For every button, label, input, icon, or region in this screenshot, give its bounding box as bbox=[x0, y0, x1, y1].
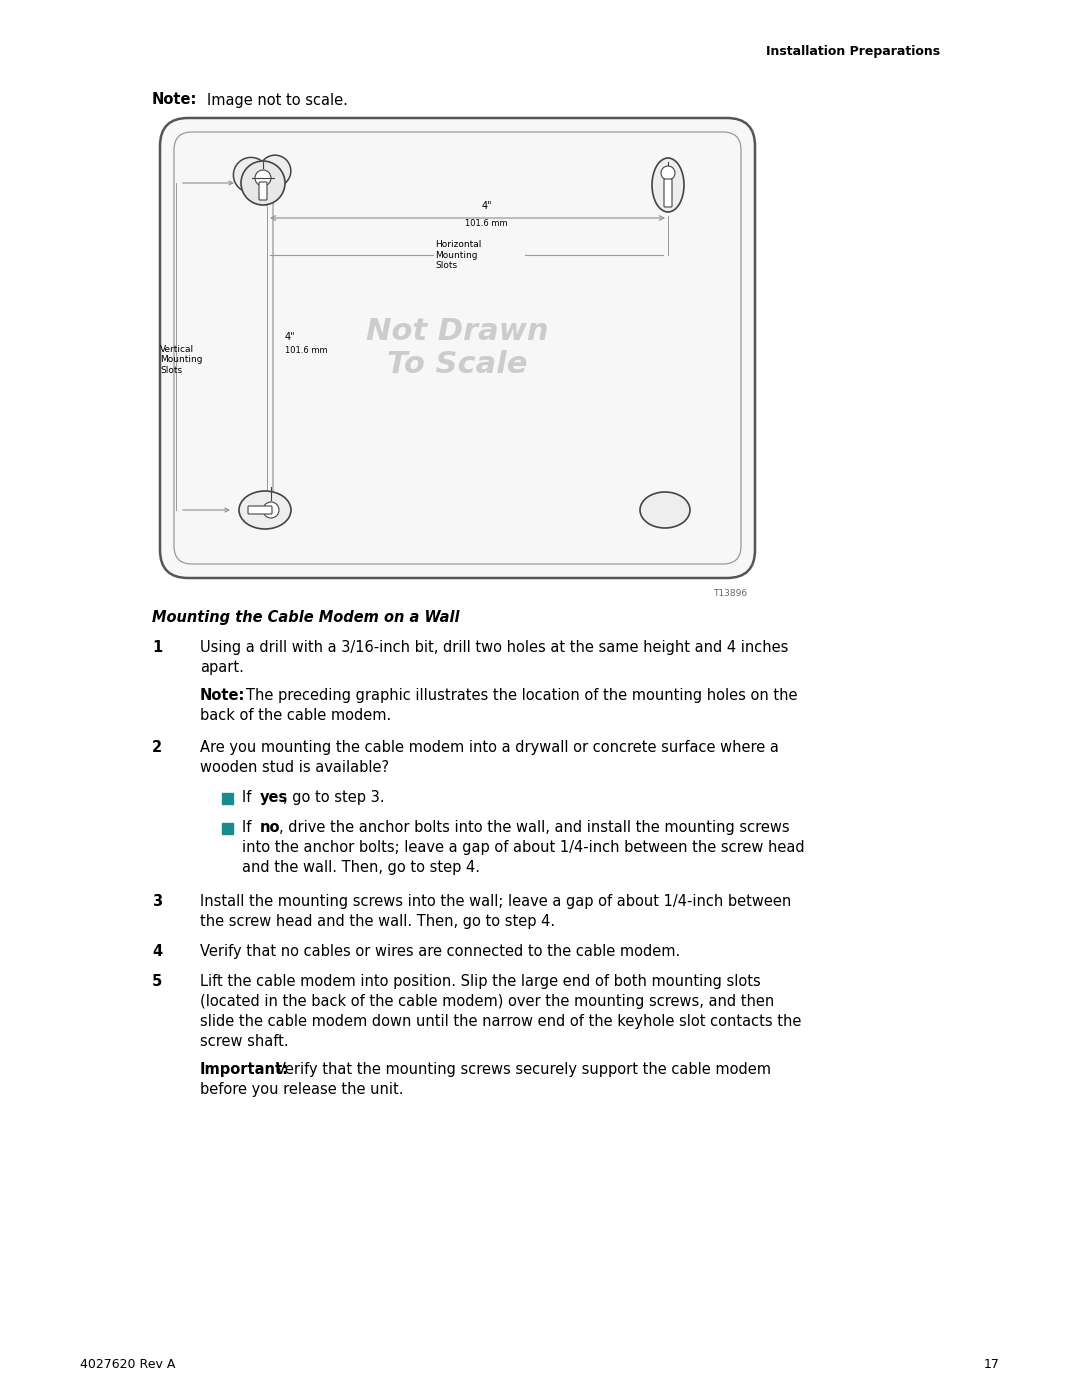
Text: slide the cable modem down until the narrow end of the keyhole slot contacts the: slide the cable modem down until the nar… bbox=[200, 1014, 801, 1030]
Text: Install the mounting screws into the wall; leave a gap of about 1/4-inch between: Install the mounting screws into the wal… bbox=[200, 894, 792, 909]
Text: wooden stud is available?: wooden stud is available? bbox=[200, 760, 389, 775]
Text: Horizontal
Mounting
Slots: Horizontal Mounting Slots bbox=[435, 240, 482, 270]
FancyBboxPatch shape bbox=[259, 182, 267, 200]
FancyBboxPatch shape bbox=[664, 179, 672, 207]
Text: 1: 1 bbox=[152, 640, 162, 655]
Text: The preceding graphic illustrates the location of the mounting holes on the: The preceding graphic illustrates the lo… bbox=[246, 687, 797, 703]
Text: 3: 3 bbox=[152, 894, 162, 909]
Circle shape bbox=[255, 170, 271, 186]
Ellipse shape bbox=[239, 490, 291, 529]
Text: Vertical
Mounting
Slots: Vertical Mounting Slots bbox=[160, 345, 203, 374]
Text: Verify that the mounting screws securely support the cable modem: Verify that the mounting screws securely… bbox=[276, 1062, 771, 1077]
Circle shape bbox=[259, 155, 291, 187]
Text: If: If bbox=[242, 820, 256, 835]
Text: before you release the unit.: before you release the unit. bbox=[200, 1083, 404, 1097]
Text: Installation Preparations: Installation Preparations bbox=[766, 46, 940, 59]
Circle shape bbox=[661, 166, 675, 180]
Text: 4: 4 bbox=[152, 944, 162, 958]
Text: back of the cable modem.: back of the cable modem. bbox=[200, 708, 391, 724]
Text: Note:: Note: bbox=[152, 92, 198, 108]
Circle shape bbox=[233, 158, 269, 193]
Text: Note:: Note: bbox=[200, 687, 245, 703]
Text: 4": 4" bbox=[285, 331, 296, 341]
Circle shape bbox=[241, 161, 285, 205]
Text: 4": 4" bbox=[482, 201, 491, 211]
Text: and the wall. Then, go to step 4.: and the wall. Then, go to step 4. bbox=[242, 861, 480, 875]
Text: 5: 5 bbox=[152, 974, 162, 989]
Text: Important:: Important: bbox=[200, 1062, 289, 1077]
Text: Verify that no cables or wires are connected to the cable modem.: Verify that no cables or wires are conne… bbox=[200, 944, 680, 958]
Text: 4027620 Rev A: 4027620 Rev A bbox=[80, 1358, 175, 1372]
Text: the screw head and the wall. Then, go to step 4.: the screw head and the wall. Then, go to… bbox=[200, 914, 555, 929]
Ellipse shape bbox=[652, 158, 684, 212]
Circle shape bbox=[264, 502, 279, 518]
Text: If: If bbox=[242, 789, 256, 805]
Text: Not Drawn
To Scale: Not Drawn To Scale bbox=[366, 317, 549, 380]
Text: 2: 2 bbox=[152, 740, 162, 754]
Bar bbox=[222, 823, 233, 834]
Ellipse shape bbox=[640, 492, 690, 528]
Text: Using a drill with a 3/16-inch bit, drill two holes at the same height and 4 inc: Using a drill with a 3/16-inch bit, dril… bbox=[200, 640, 788, 655]
Text: (located in the back of the cable modem) over the mounting screws, and then: (located in the back of the cable modem)… bbox=[200, 995, 774, 1009]
Text: no: no bbox=[260, 820, 281, 835]
Text: Lift the cable modem into position. Slip the large end of both mounting slots: Lift the cable modem into position. Slip… bbox=[200, 974, 760, 989]
Text: 17: 17 bbox=[984, 1358, 1000, 1372]
Text: 101.6 mm: 101.6 mm bbox=[465, 219, 508, 228]
FancyBboxPatch shape bbox=[160, 117, 755, 578]
Text: , drive the anchor bolts into the wall, and install the mounting screws: , drive the anchor bolts into the wall, … bbox=[279, 820, 789, 835]
Text: Are you mounting the cable modem into a drywall or concrete surface where a: Are you mounting the cable modem into a … bbox=[200, 740, 779, 754]
Text: Image not to scale.: Image not to scale. bbox=[207, 92, 348, 108]
Bar bbox=[222, 793, 233, 805]
Text: screw shaft.: screw shaft. bbox=[200, 1034, 288, 1049]
Text: 101.6 mm: 101.6 mm bbox=[285, 346, 327, 355]
FancyBboxPatch shape bbox=[248, 506, 272, 514]
Text: into the anchor bolts; leave a gap of about 1/4-inch between the screw head: into the anchor bolts; leave a gap of ab… bbox=[242, 840, 805, 855]
Text: apart.: apart. bbox=[200, 659, 244, 675]
Text: Mounting the Cable Modem on a Wall: Mounting the Cable Modem on a Wall bbox=[152, 610, 459, 624]
Text: T13896: T13896 bbox=[713, 590, 747, 598]
Text: yes: yes bbox=[260, 789, 288, 805]
Text: , go to step 3.: , go to step 3. bbox=[283, 789, 384, 805]
